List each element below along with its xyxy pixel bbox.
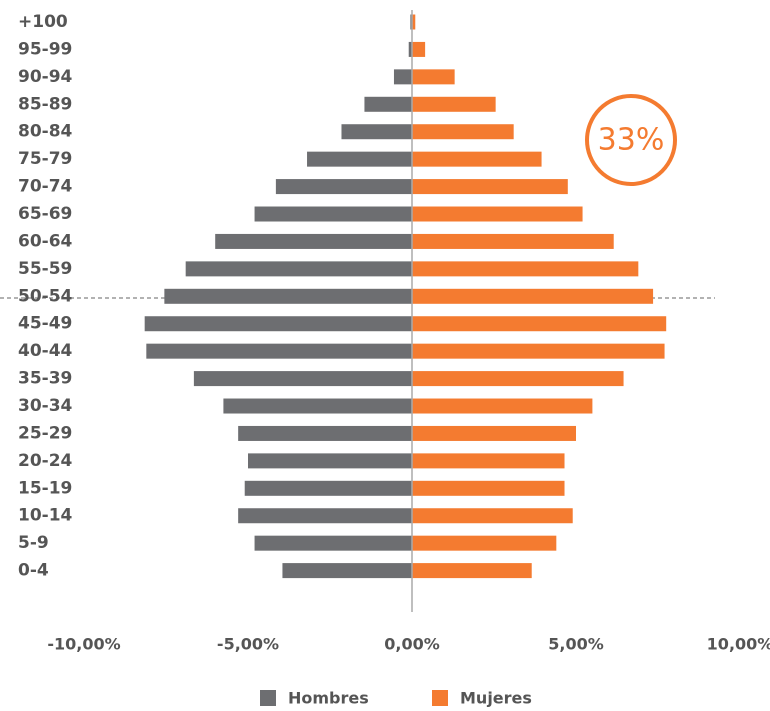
bar (307, 151, 412, 167)
bar (164, 288, 412, 304)
bar (412, 563, 532, 579)
bar (412, 425, 576, 441)
bar (412, 179, 568, 195)
bar (254, 206, 412, 222)
bar (248, 453, 412, 469)
bar (254, 535, 412, 551)
x-tick-label: 5,00% (548, 635, 604, 654)
legend-label: Mujeres (460, 689, 532, 708)
category-label: 35-39 (18, 369, 72, 389)
bar (412, 535, 557, 551)
bar (412, 206, 583, 222)
bar (193, 371, 412, 387)
bar (410, 14, 412, 30)
bar (393, 69, 412, 85)
category-label: 85-89 (18, 94, 72, 114)
category-label: 0-4 (18, 561, 49, 581)
legend-swatch (260, 690, 276, 706)
category-label: 60-64 (18, 231, 73, 251)
bar (364, 96, 412, 112)
bar (412, 343, 665, 359)
bar (412, 124, 514, 140)
category-label: 55-59 (18, 259, 72, 279)
category-label: 20-24 (18, 451, 73, 471)
bar (412, 151, 542, 167)
category-label: 30-34 (18, 396, 73, 416)
bar (412, 398, 593, 414)
bar (244, 480, 412, 496)
category-label: 65-69 (18, 204, 72, 224)
annotation-circle (585, 94, 677, 186)
bar (215, 233, 412, 249)
bar (412, 288, 654, 304)
bar (223, 398, 412, 414)
bar (238, 425, 412, 441)
bar (412, 69, 455, 85)
category-label: 90-94 (18, 67, 73, 87)
bar (408, 41, 412, 57)
bar (412, 233, 614, 249)
annotation: 33% (598, 123, 665, 158)
bar (146, 343, 412, 359)
category-label: 75-79 (18, 149, 72, 169)
category-label: 50-54 (18, 286, 73, 306)
category-label: 15-19 (18, 478, 72, 498)
bar (238, 508, 412, 524)
category-label: 25-29 (18, 423, 72, 443)
category-label: 95-99 (18, 39, 72, 59)
category-label: 40-44 (18, 341, 73, 361)
bar (282, 563, 412, 579)
legend-label: Hombres (288, 689, 369, 708)
bar (144, 316, 412, 332)
x-tick-label: 0,00% (384, 635, 440, 654)
bar (412, 96, 496, 112)
x-tick-label: 10,00% (707, 635, 770, 654)
category-label: 5-9 (18, 533, 49, 553)
bar (412, 453, 565, 469)
category-label: 10-14 (18, 506, 73, 526)
x-tick-label: -5,00% (217, 635, 279, 654)
legend-swatch (432, 690, 448, 706)
bar (412, 316, 667, 332)
category-label: 70-74 (18, 177, 73, 197)
bar (412, 371, 624, 387)
bar (412, 480, 565, 496)
bar (412, 14, 416, 30)
bar (185, 261, 412, 277)
category-label: +100 (18, 12, 68, 32)
bar (412, 508, 573, 524)
x-tick-label: -10,00% (47, 635, 120, 654)
bar (275, 179, 412, 195)
bar (412, 261, 639, 277)
category-label: 45-49 (18, 314, 72, 334)
category-label: 80-84 (18, 122, 73, 142)
bar (412, 41, 426, 57)
bar (341, 124, 412, 140)
